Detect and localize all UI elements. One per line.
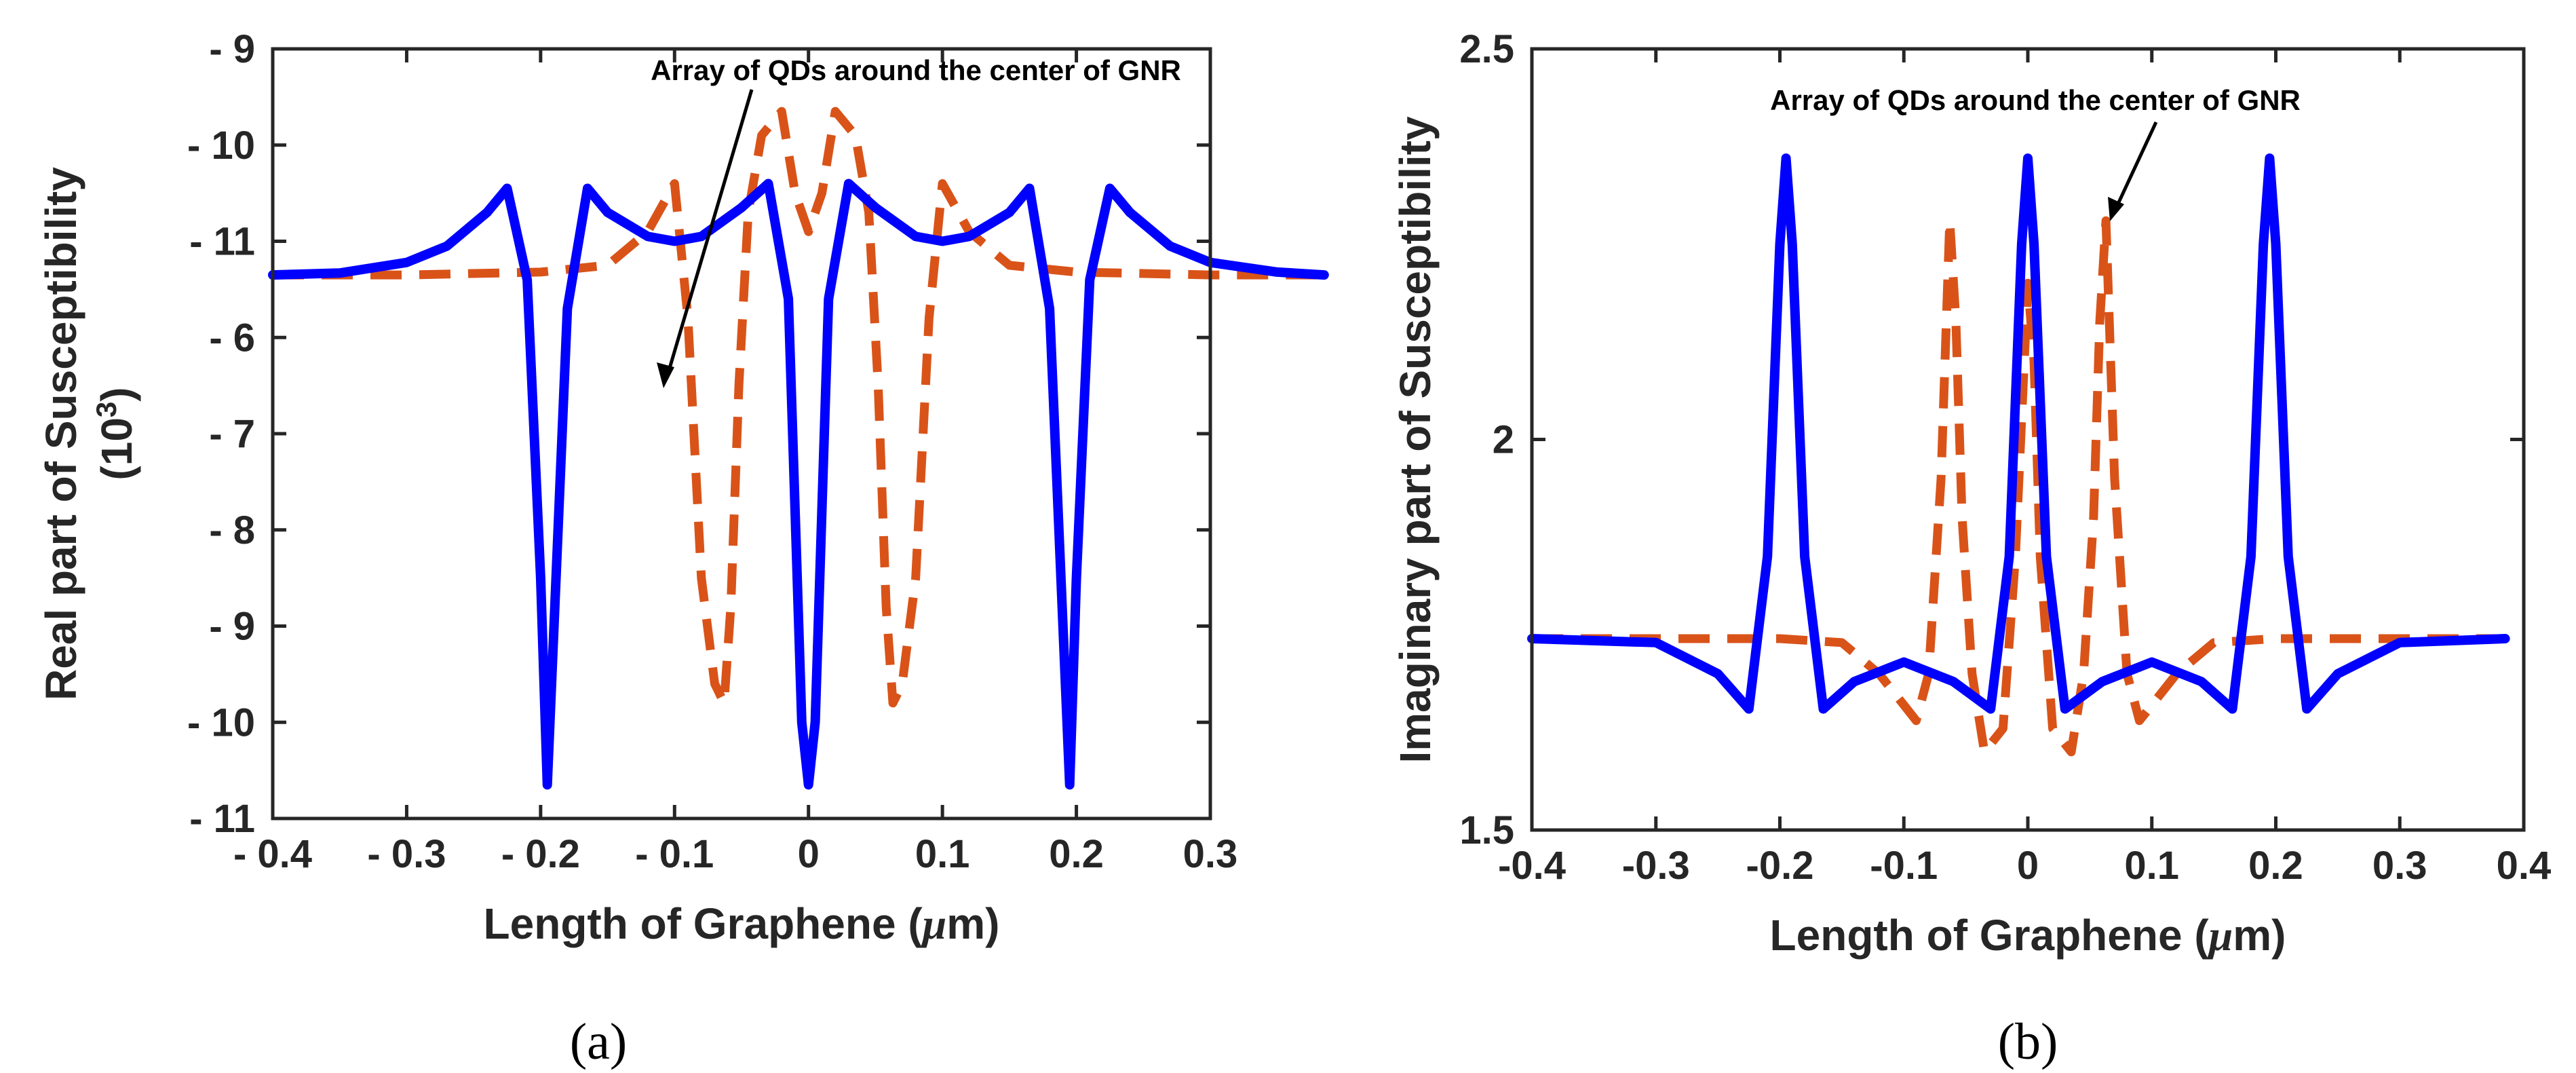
panel-a-x-tick-label: - 0.1 <box>635 832 714 876</box>
panel-b-y-tick-label: 2.5 <box>1459 27 1514 71</box>
panel-a-ticks: - 0.4 - 0.3 - 0.2 - 0.1 0 0.1 0.2 0.3 - 9 - 10 - 1… <box>187 27 1237 876</box>
panel-a-annotation-arrow <box>665 89 754 378</box>
panel-a-x-tick-label: 0.2 <box>1049 832 1104 876</box>
panel-b-x-tick-label: 0.4 <box>2497 844 2552 888</box>
panel-b-x-tick-label: -0.4 <box>1498 844 1566 888</box>
panel-a-label: (a) <box>570 1013 627 1070</box>
panel-a-series-solid-blue <box>268 178 1329 790</box>
panel-a-y-tick-label: - 10 <box>187 700 255 745</box>
panel-a-annotation-arrowhead <box>657 362 674 388</box>
panel-a-x-tick-label: 0.1 <box>915 832 970 876</box>
panel-a-y-axis-label: Real part of Susceptibility <box>37 167 85 700</box>
panel-a-y-tick-label: - 8 <box>209 508 255 552</box>
panel-b-annotation-arrowhead <box>2108 197 2124 221</box>
panel-b-y-tick-label: 1.5 <box>1459 808 1514 852</box>
panel-b-x-tick-label: 0.3 <box>2372 844 2427 888</box>
panel-b-x-axis-label: Length of Graphene (μm) <box>1770 911 2286 960</box>
panel-b-x-tick-label: 0 <box>2017 844 2039 888</box>
panel-b-annotation-arrow <box>2113 121 2158 212</box>
panel-a-y-tick-label: - 10 <box>187 124 255 168</box>
panel-a-x-tick-label: 0 <box>798 832 820 876</box>
panel-a-y-tick-label: - 9 <box>209 605 255 649</box>
panel-a-y-tick-label: - 9 <box>209 27 255 71</box>
panel-b-plot-area <box>1527 153 2510 757</box>
panel-b-x-tick-label: -0.2 <box>1746 844 1814 888</box>
panel-b-series-dashed-red <box>1532 216 2505 757</box>
panel-a-y-tick-label: - 6 <box>209 316 255 360</box>
panel-a-x-tick-label: 0.3 <box>1183 832 1238 876</box>
panel-a-y-tick-label: - 7 <box>209 412 255 456</box>
panel-b-x-tick-label: -0.3 <box>1622 844 1690 888</box>
panel-b-x-tick-label: 0.1 <box>2124 844 2179 888</box>
panel-b-y-axis-label: Imaginary part of Susceptibility <box>1391 116 1440 764</box>
panel-a-y-tick-label: - 11 <box>189 220 255 264</box>
panel-a-x-tick-label: - 0.4 <box>233 832 312 876</box>
panel-b-y-tick-label: 2 <box>1493 418 1514 462</box>
panel-b-series-solid-blue <box>1527 153 2510 714</box>
panel-a-chart: - 0.4 - 0.3 - 0.2 - 0.1 0 0.1 0.2 0.3 - 9 - 10 - 1… <box>37 27 1329 1070</box>
panel-b-label: (b) <box>1998 1013 2058 1070</box>
panel-a-plot-area <box>268 107 1329 790</box>
panel-a-annotation: Array of QDs around the center of GNR <box>651 54 1181 86</box>
panel-b-x-tick-label: 0.2 <box>2248 844 2303 888</box>
panel-a-series-dashed-red <box>273 107 1324 708</box>
panel-a-x-axis-label: Length of Graphene (μm) <box>484 899 1000 948</box>
panel-a-x-tick-label: - 0.3 <box>367 832 446 876</box>
panel-b-x-tick-label: -0.1 <box>1870 844 1938 888</box>
panel-a-y-tick-label: - 11 <box>189 797 255 841</box>
panel-b-annotation: Array of QDs around the center of GNR <box>1770 84 2301 116</box>
panel-a-y-axis-unit: (103) <box>90 387 142 480</box>
panel-b-chart: -0.4 -0.3 -0.2 -0.1 0 0.1 0.2 0.3 0.4 1.5 2 2.5 Arr… <box>1391 27 2551 1070</box>
panel-b-ticks: -0.4 -0.3 -0.2 -0.1 0 0.1 0.2 0.3 0.4 1.5 2 2.5 <box>1459 27 2551 888</box>
panel-a-x-tick-label: - 0.2 <box>501 832 580 876</box>
